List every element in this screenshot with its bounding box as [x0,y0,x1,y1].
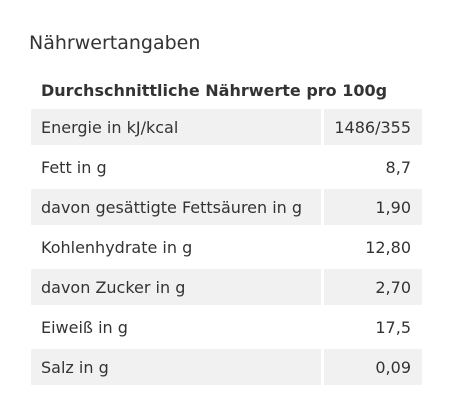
table-header: Durchschnittliche Nährwerte pro 100g [41,81,388,100]
nutrient-value: 8,7 [324,149,422,189]
nutrient-label: Energie in kJ/kcal [31,109,324,149]
nutrient-label: davon gesättigte Fettsäuren in g [31,189,324,229]
table-row: Kohlenhydrate in g 12,80 [31,229,422,269]
nutrient-value: 2,70 [324,269,422,309]
nutrient-value: 1,90 [324,189,422,229]
nutrient-value: 12,80 [324,229,422,269]
nutrient-value: 1486/355 [324,109,422,149]
nutrient-label: davon Zucker in g [31,269,324,309]
table-row: Energie in kJ/kcal 1486/355 [31,109,422,149]
table-row: davon Zucker in g 2,70 [31,269,422,309]
table-row: Salz in g 0,09 [31,349,422,389]
table-header-row: Durchschnittliche Nährwerte pro 100g [31,72,422,109]
nutrient-label: Fett in g [31,149,324,189]
nutrition-table: Durchschnittliche Nährwerte pro 100g Ene… [31,72,422,389]
nutrient-label: Salz in g [31,349,324,389]
table-row: davon gesättigte Fettsäuren in g 1,90 [31,189,422,229]
table-row: Eiweiß in g 17,5 [31,309,422,349]
nutrient-label: Eiweiß in g [31,309,324,349]
section-title: Nährwertangaben [29,32,201,54]
nutrient-label: Kohlenhydrate in g [31,229,324,269]
nutrient-value: 17,5 [324,309,422,349]
table-row: Fett in g 8,7 [31,149,422,189]
nutrient-value: 0,09 [324,349,422,389]
